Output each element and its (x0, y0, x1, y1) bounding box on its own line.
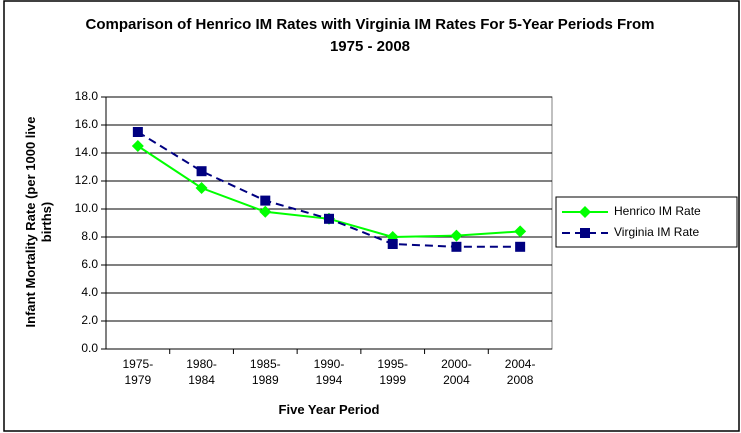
y-tick-label: 0.0 (81, 341, 98, 355)
y-tick-label: 12.0 (75, 173, 99, 187)
point (132, 127, 143, 137)
y-axis-label: Infant Mortality Rate (per 1000 live bir… (23, 116, 54, 328)
y-tick-label: 18.0 (75, 89, 99, 103)
point (259, 205, 272, 218)
point (195, 182, 208, 194)
x-tick-label: 2004-2008 (505, 357, 536, 387)
point (260, 195, 271, 206)
point (450, 229, 463, 242)
x-tick-label: 2000-2004 (441, 357, 472, 387)
point (514, 225, 527, 238)
legend-marker (579, 206, 591, 218)
legend-box (555, 196, 738, 248)
point (387, 239, 398, 249)
x-tick-label: 1980-1984 (186, 357, 217, 387)
legend-marker (580, 228, 590, 238)
point (324, 213, 334, 224)
x-tick-label: 1990-1994 (314, 357, 345, 387)
point (131, 140, 144, 152)
y-tick-label: 14.0 (75, 145, 99, 159)
point (515, 241, 526, 252)
y-tick-label: 2.0 (81, 313, 98, 327)
y-tick-label: 10.0 (75, 201, 99, 215)
y-tick-label: 8.0 (81, 229, 98, 243)
x-tick-label: 1975-1979 (123, 357, 154, 387)
legend-label: Henrico IM Rate (614, 204, 701, 218)
x-axis-label: Five Year Period (278, 402, 380, 417)
point (196, 166, 207, 177)
y-tick-label: 6.0 (81, 257, 98, 271)
legend-label: Virginia IM Rate (614, 225, 699, 239)
x-tick-label: 1995-1999 (377, 357, 408, 387)
x-tick-label: 1985-1989 (250, 357, 281, 387)
point (451, 241, 462, 252)
y-tick-label: 16.0 (75, 117, 99, 131)
y-tick-label: 4.0 (81, 285, 98, 299)
chart-title: Comparison of Henrico IM Rates with Virg… (85, 16, 655, 55)
